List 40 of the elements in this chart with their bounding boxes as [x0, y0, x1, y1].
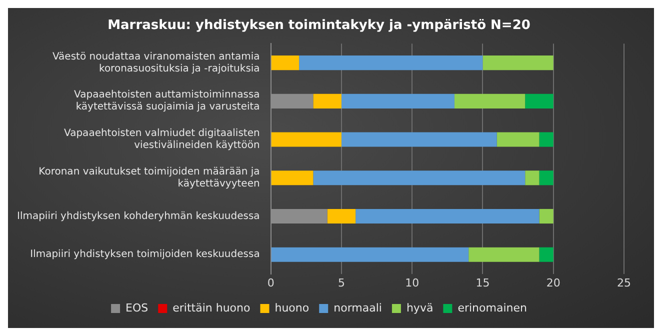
chart-title: Marraskuu: yhdistyksen toimintakyky ja -ympäristö N=20	[108, 18, 530, 34]
bar	[539, 247, 554, 262]
x-tick-label: 10	[405, 276, 420, 290]
y-tick-label: Vapaaehtoisten auttamistoiminnassa käytettävissä suojaimia ja varusteita	[74, 90, 260, 113]
bar	[525, 94, 554, 108]
legend-label: erittäin huono	[172, 301, 251, 314]
x-tick-label: 0	[267, 276, 274, 290]
legend-label: EOS	[126, 301, 148, 314]
bar	[327, 208, 356, 224]
bar	[313, 170, 526, 186]
x-tick-label: 20	[546, 276, 560, 290]
bar	[356, 208, 540, 224]
bar	[539, 208, 554, 224]
x-tick-label: 15	[476, 276, 490, 290]
bar	[482, 55, 554, 70]
bar	[454, 94, 526, 108]
bar	[341, 94, 454, 108]
bar	[271, 55, 300, 70]
x-tick-label: 5	[338, 276, 345, 290]
bar	[539, 132, 554, 147]
legend-label: hyvä	[406, 301, 434, 314]
bar	[468, 247, 540, 262]
bar	[525, 170, 540, 186]
x-tick-label: 25	[617, 276, 631, 290]
bar	[271, 170, 314, 186]
bar	[496, 132, 540, 147]
y-tick-label: Vapaaehtoisten valmiudet digitaalisten viestivälineiden käyttöön	[64, 128, 260, 152]
y-tick-label: Ilmapiiri yhdistyksen kohderyhmän keskuudessa	[16, 210, 260, 222]
bar	[299, 55, 483, 70]
bar	[271, 132, 342, 147]
y-tick-label: Ilmapiiri yhdistyksen toimijoiden keskuudessa	[30, 249, 260, 260]
bar	[271, 247, 469, 262]
y-tick-label: Väestö noudattaa viranomaisten antamia koronasuosituksia ja -rajoituksia	[52, 51, 260, 74]
bar	[313, 94, 342, 108]
bar	[341, 132, 497, 147]
legend-label: erinomainen	[458, 301, 527, 314]
y-tick-label: Koronan vaikutukset toimijoiden määrään ja käytettävyyteen	[38, 166, 260, 190]
legend-label: normaali	[334, 301, 382, 314]
legend-label: huono	[274, 301, 310, 314]
bar	[539, 170, 554, 186]
